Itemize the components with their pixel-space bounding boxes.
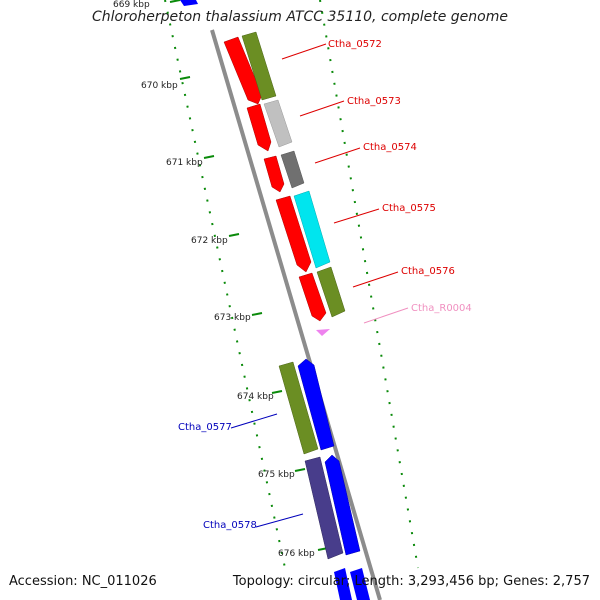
genome-backbone: [210, 29, 382, 600]
leader-line-ctha-r0004: [363, 307, 409, 324]
gene-arrow-ctha-0577[interactable]: [297, 358, 335, 451]
forward-strand-genes: [223, 36, 327, 322]
ruler-tick: [203, 155, 215, 159]
rna-gene-marker-ctha-r0004[interactable]: [316, 329, 330, 336]
gene-label-ctha-0578[interactable]: Ctha_0578: [203, 520, 257, 531]
ruler-label-672: 672 kbp: [191, 236, 228, 246]
ruler-label-676: 676 kbp: [278, 549, 315, 559]
ruler-dotted-track: [164, 0, 286, 569]
cog-block-ctha-0575[interactable]: [293, 190, 331, 269]
ruler-tick: [179, 76, 191, 80]
cog-color-lane: [241, 31, 346, 318]
ruler-tick: [228, 233, 240, 237]
map-title: Chloroherpeton thalassium ATCC 35110, co…: [92, 9, 508, 25]
gene-label-ctha-0577[interactable]: Ctha_0577: [178, 422, 232, 433]
outer-dotted-track: [319, 0, 419, 569]
leader-line-ctha-0576: [352, 271, 399, 288]
leader-line-ctha-0577: [230, 413, 278, 429]
ruler-label-671: 671 kbp: [166, 158, 203, 168]
ruler-label-674: 674 kbp: [237, 392, 274, 402]
cog-block-ctha-0578[interactable]: [304, 456, 344, 560]
gene-labels: Ctha_0572 Ctha_0573 Ctha_0574 Ctha_0575 …: [178, 39, 472, 531]
leader-line-ctha-0572: [281, 43, 327, 60]
gene-label-ctha-0574[interactable]: Ctha_0574: [363, 142, 417, 153]
leader-line-ctha-0573: [299, 100, 345, 117]
ruler-tick: [271, 390, 283, 394]
gene-arrow-ctha-0572[interactable]: [223, 36, 263, 105]
accession-text: Accession: NC_011026: [9, 574, 157, 589]
leader-line-ctha-0574: [314, 147, 361, 164]
ruler-tick: [251, 312, 263, 316]
cog-block-ctha-0576[interactable]: [316, 266, 346, 318]
ruler-label-669: 669 kbp: [113, 0, 150, 10]
gene-leader-lines: [230, 43, 409, 528]
gene-arrow-ctha-0578[interactable]: [324, 454, 361, 556]
cog-block-ctha-0572[interactable]: [241, 31, 277, 101]
cog-block-ctha-0574[interactable]: [280, 150, 305, 189]
genome-summary-text: Topology: circular; Length: 3,293,456 bp…: [232, 574, 590, 589]
leader-line-ctha-0575: [333, 208, 380, 224]
cog-block-ctha-0573[interactable]: [263, 99, 293, 148]
cog-block-ctha-0577[interactable]: [278, 361, 319, 455]
gene-label-ctha-r0004[interactable]: Ctha_R0004: [411, 303, 472, 314]
reverse-strand-genes: [297, 358, 370, 600]
gene-label-ctha-0573[interactable]: Ctha_0573: [347, 96, 401, 107]
ruler-label-675: 675 kbp: [258, 470, 295, 480]
gene-arrow-ctha-0573[interactable]: [246, 103, 272, 152]
gene-arrow-ctha-0575[interactable]: [275, 195, 312, 273]
ruler-ticks: [169, 0, 329, 551]
gene-arrow-reverse-partial-bottom-2[interactable]: [350, 568, 370, 600]
ruler-labels: 669 kbp 670 kbp 671 kbp 672 kbp 673 kbp …: [113, 0, 315, 559]
gene-arrow-ctha-0576[interactable]: [298, 272, 327, 322]
gene-arrow-reverse-partial-bottom[interactable]: [334, 568, 352, 600]
gene-label-ctha-0576[interactable]: Ctha_0576: [401, 266, 455, 277]
ruler-tick: [294, 468, 306, 472]
ruler-label-670: 670 kbp: [141, 81, 178, 91]
gene-arrow-reverse-partial[interactable]: [180, 0, 198, 6]
gene-label-ctha-0575[interactable]: Ctha_0575: [382, 203, 436, 214]
ruler-label-673: 673 kbp: [214, 313, 251, 323]
gene-arrow-ctha-0574[interactable]: [263, 155, 285, 193]
ruler-tick: [169, 0, 181, 3]
leader-line-ctha-0578: [255, 513, 304, 528]
cog-color-lane-lower: [278, 361, 344, 560]
gene-label-ctha-0572[interactable]: Ctha_0572: [328, 39, 382, 50]
